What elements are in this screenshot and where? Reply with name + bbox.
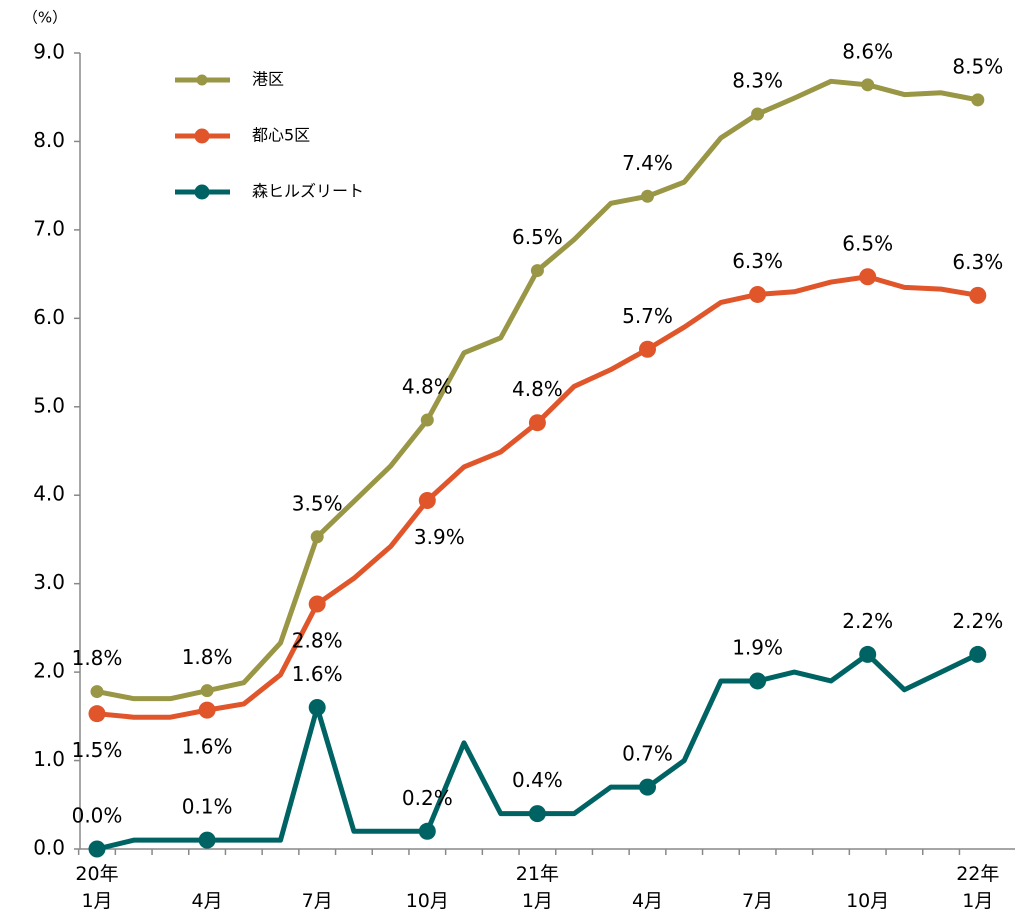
- data-label: 4.8%: [402, 375, 453, 399]
- data-label: 2.2%: [952, 609, 1003, 633]
- point: [530, 264, 544, 278]
- point: [308, 595, 326, 613]
- x-tick-label: 7月: [301, 890, 333, 912]
- data-label: 3.9%: [414, 525, 465, 549]
- point: [859, 268, 877, 286]
- point: [200, 684, 214, 698]
- x-tick-label: 4月: [191, 890, 223, 912]
- data-label: 5.7%: [622, 304, 673, 328]
- y-tick-label: 9.0: [33, 40, 65, 64]
- y-tick-label: 5.0: [33, 393, 65, 417]
- point: [88, 705, 106, 723]
- data-label: 0.0%: [72, 804, 123, 828]
- legend-label: 森ヒルズリート: [252, 182, 364, 201]
- data-label: 0.4%: [512, 768, 563, 792]
- point: [641, 189, 654, 203]
- y-tick-label: 2.0: [33, 659, 65, 683]
- y-tick-label: 4.0: [33, 482, 65, 506]
- x-tick-label: 21年 1月: [515, 863, 559, 912]
- point: [418, 822, 436, 840]
- data-label: 6.3%: [952, 250, 1003, 274]
- point: [90, 685, 104, 699]
- y-axis-label: （%）: [23, 9, 67, 27]
- point: [420, 413, 434, 427]
- data-label: 1.8%: [182, 645, 233, 669]
- point: [969, 286, 987, 304]
- y-tick-label: 0.0: [33, 836, 65, 860]
- data-label: 2.2%: [842, 609, 893, 633]
- point: [528, 805, 546, 823]
- data-label: 1.8%: [72, 646, 123, 670]
- legend-marker: [196, 74, 208, 86]
- y-tick-label: 1.0: [33, 747, 65, 771]
- data-label: 1.6%: [292, 662, 343, 686]
- data-label: 1.6%: [182, 735, 233, 759]
- point: [749, 285, 767, 303]
- data-label: 4.8%: [512, 377, 563, 401]
- data-label: 8.5%: [952, 54, 1003, 78]
- point: [88, 840, 106, 858]
- point: [198, 701, 216, 719]
- point: [861, 78, 875, 92]
- data-label: 0.7%: [622, 742, 673, 766]
- x-tick-label: 4月: [631, 890, 664, 912]
- point: [971, 93, 985, 107]
- y-tick-label: 6.0: [33, 305, 65, 329]
- point: [969, 645, 987, 663]
- point: [198, 831, 216, 849]
- data-label: 6.5%: [512, 225, 563, 249]
- x-tick-label: 10月: [405, 890, 449, 912]
- data-label: 3.5%: [292, 491, 343, 515]
- data-label: 6.5%: [842, 231, 893, 255]
- point: [751, 107, 765, 121]
- x-tick-label: 10月: [846, 890, 890, 912]
- x-tick-label: 20年 1月: [75, 863, 119, 912]
- point: [639, 778, 656, 796]
- point: [859, 645, 877, 663]
- data-label: 0.2%: [402, 786, 453, 810]
- legend-label: 港区: [252, 70, 284, 89]
- legend-marker: [194, 184, 210, 200]
- y-tick-label: 3.0: [33, 570, 65, 594]
- point: [639, 340, 656, 358]
- data-label: 7.4%: [622, 151, 673, 175]
- point: [749, 672, 767, 690]
- point: [310, 530, 324, 544]
- data-label: 0.1%: [182, 795, 233, 819]
- data-label: 6.3%: [732, 249, 783, 273]
- x-tick-label: 22年 1月: [956, 863, 1000, 912]
- data-label: 1.5%: [72, 738, 123, 762]
- data-label: 1.9%: [732, 635, 783, 659]
- legend-label: 都心5区: [252, 126, 310, 145]
- legend-marker: [194, 128, 210, 144]
- data-label: 2.8%: [292, 629, 343, 653]
- y-tick-label: 7.0: [33, 216, 65, 240]
- data-label: 8.6%: [842, 39, 893, 63]
- y-tick-label: 8.0: [33, 128, 65, 152]
- point: [528, 414, 546, 432]
- point: [418, 492, 436, 510]
- x-tick-label: 7月: [742, 890, 774, 912]
- point: [308, 698, 326, 716]
- data-label: 8.3%: [732, 69, 783, 93]
